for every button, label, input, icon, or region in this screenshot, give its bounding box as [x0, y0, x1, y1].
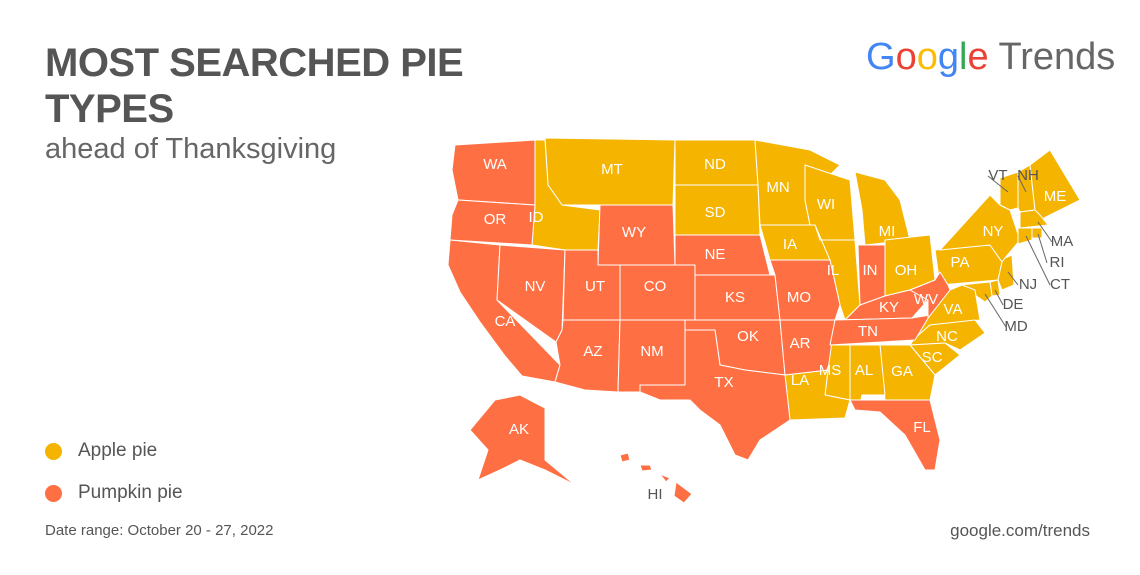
state-label: NM — [640, 343, 663, 360]
state-label: WY — [622, 224, 646, 241]
state-label: MS — [819, 362, 842, 379]
state-label: OH — [895, 262, 918, 279]
state-shape — [639, 464, 653, 472]
state-shape — [659, 473, 671, 483]
state-label: ID — [529, 209, 544, 226]
state-label: OR — [484, 211, 507, 228]
state-label: WV — [914, 291, 938, 308]
leader-line — [1017, 175, 1027, 193]
state-label: MA — [1051, 233, 1074, 250]
leader-line — [984, 293, 1007, 328]
state-label: AR — [790, 335, 811, 352]
state-label: ND — [704, 156, 726, 173]
date-range: Date range: October 20 - 27, 2022 — [45, 522, 274, 539]
state-shape — [999, 171, 1019, 211]
state-label: ME — [1044, 188, 1067, 205]
state-label: TN — [858, 323, 878, 340]
state-shape — [1017, 227, 1033, 245]
state-shape — [619, 452, 631, 463]
state-shape — [1031, 227, 1043, 239]
logo: Google Trends — [866, 36, 1115, 79]
state-shape — [449, 199, 536, 246]
state-shape — [909, 271, 951, 319]
title: MOST SEARCHED PIE TYPES — [45, 41, 464, 131]
state-label: IN — [863, 262, 878, 279]
state-label: CO — [644, 278, 667, 295]
state-shape — [779, 319, 836, 376]
state-label: AZ — [583, 343, 602, 360]
subtitle: ahead of Thanksgiving — [45, 133, 337, 165]
state-label: VA — [944, 301, 963, 318]
state-label: NV — [525, 278, 546, 295]
state-label: MT — [601, 161, 623, 178]
legend-item: Pumpkin pie — [45, 472, 183, 514]
state-shape — [673, 481, 693, 504]
logo-product: Trends — [998, 36, 1116, 78]
leader-line — [994, 289, 1004, 306]
state-label: KS — [725, 289, 745, 306]
state-shape — [1019, 209, 1049, 229]
leader-line — [1025, 235, 1051, 286]
state-label: HI — [648, 486, 663, 503]
leader-line — [1007, 271, 1019, 286]
state-label: WA — [483, 156, 507, 173]
leader-line — [1037, 233, 1048, 264]
legend-label: Apple pie — [78, 440, 158, 461]
state-shape — [849, 399, 941, 471]
state-label: KY — [879, 299, 899, 316]
state-label: SC — [922, 349, 943, 366]
state-label: MN — [766, 179, 789, 196]
state-label: DE — [1003, 296, 1024, 313]
legend-item: Apple pie — [45, 430, 183, 472]
state-label: RI — [1050, 254, 1065, 271]
state-label: OK — [737, 328, 759, 345]
state-label: CA — [495, 313, 516, 330]
state-label: SD — [705, 204, 726, 221]
state-label: NY — [983, 223, 1004, 240]
legend: Apple pie Pumpkin pie — [45, 430, 183, 514]
state-label: FL — [913, 419, 931, 436]
state-shape — [829, 314, 931, 346]
state-label: LA — [791, 372, 809, 389]
leader-line — [987, 175, 1009, 193]
state-label: NC — [936, 328, 958, 345]
state-label: NE — [705, 246, 726, 263]
legend-swatch — [45, 442, 62, 460]
state-shape — [997, 254, 1015, 291]
state-label: PA — [951, 254, 970, 271]
state-label: IA — [783, 236, 797, 253]
state-label: TX — [714, 374, 733, 391]
state-label: NH — [1017, 167, 1039, 184]
state-label: IL — [827, 262, 840, 279]
state-label: WI — [817, 196, 835, 213]
logo-brand: Google — [866, 36, 989, 78]
state-label: MD — [1004, 318, 1027, 335]
state-label: AK — [509, 421, 529, 438]
state-shape — [1029, 149, 1081, 221]
state-shape — [639, 329, 791, 461]
state-label: VT — [988, 167, 1007, 184]
legend-swatch — [45, 484, 62, 502]
state-label: NJ — [1019, 276, 1037, 293]
state-label: UT — [585, 278, 605, 295]
state-label: CT — [1050, 276, 1070, 293]
legend-label: Pumpkin pie — [78, 482, 183, 503]
source: google.com/trends — [950, 521, 1090, 540]
state-label: MO — [787, 289, 811, 306]
state-label: MI — [879, 223, 896, 240]
state-shape — [469, 394, 576, 486]
leader-line — [1037, 221, 1053, 243]
state-label: AL — [855, 362, 873, 379]
state-label: GA — [891, 363, 913, 380]
